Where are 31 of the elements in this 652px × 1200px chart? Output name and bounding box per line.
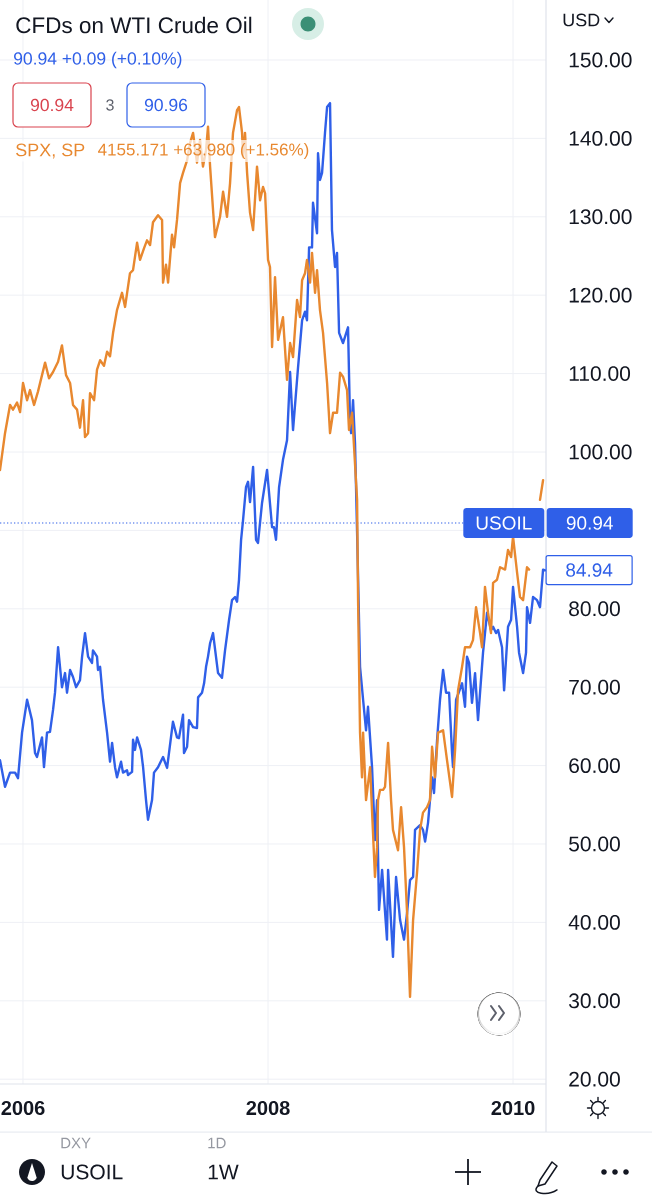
y-tick-label: 20.00	[569, 1071, 620, 1087]
annotation: 4155.171 +63.980 (+1.56%)	[98, 143, 309, 159]
annotation: 84.94	[566, 563, 613, 577]
y-tick-label: 130.00	[569, 209, 632, 225]
annotation: 3	[106, 99, 114, 111]
annotation: 90.94 +0.09 (+0.10%)	[14, 51, 182, 69]
x-tick-label: 2010	[491, 1100, 535, 1116]
text: USOIL	[61, 1164, 123, 1180]
text: 1D	[208, 1137, 226, 1149]
annotation: 90.96	[144, 98, 188, 112]
text: 1W	[208, 1164, 239, 1180]
annotation: 90.94	[30, 98, 74, 112]
y-tick-label: 110.00	[569, 366, 631, 382]
ref-line-label: USOIL	[476, 516, 532, 530]
y-tick-label: 50.00	[569, 836, 620, 852]
y-tick-label: 80.00	[569, 601, 620, 617]
y-axis-title: USD	[563, 13, 600, 27]
y-tick-label: 70.00	[569, 679, 620, 695]
text: CFDs on WTI Crude Oil	[16, 16, 252, 34]
y-tick-label: 150.00	[569, 52, 632, 68]
text: 90.94	[566, 516, 613, 530]
y-tick-label: 40.00	[568, 914, 620, 930]
text: DXY	[61, 1137, 91, 1149]
x-tick-label: 2008	[246, 1100, 290, 1116]
y-tick-label: 140.00	[569, 130, 632, 146]
text: SPX, SP	[16, 143, 85, 159]
y-tick-label: 100.00	[569, 444, 632, 460]
y-tick-label: 120.00	[569, 287, 632, 303]
x-tick-label: 2006	[1, 1100, 45, 1116]
y-tick-label: 30.00	[569, 993, 620, 1009]
y-tick-label: 60.00	[569, 758, 620, 774]
